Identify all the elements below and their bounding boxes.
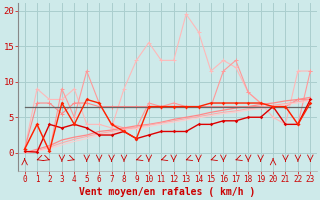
X-axis label: Vent moyen/en rafales ( km/h ): Vent moyen/en rafales ( km/h ) [79, 187, 256, 197]
